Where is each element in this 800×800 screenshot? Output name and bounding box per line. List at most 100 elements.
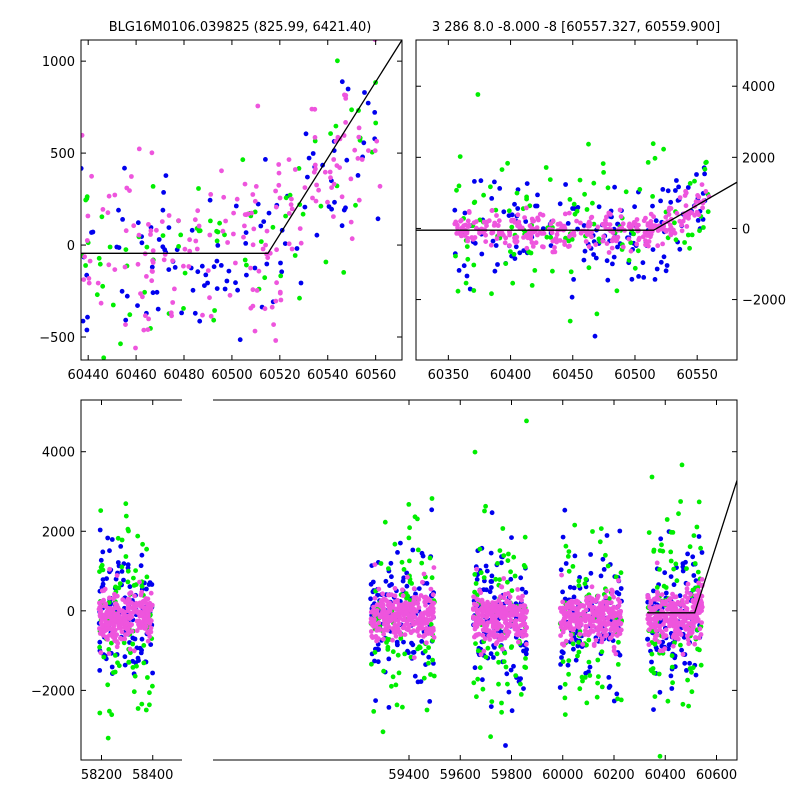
- data-point: [499, 637, 504, 642]
- data-point: [224, 278, 230, 284]
- data-point: [399, 559, 405, 565]
- data-point: [577, 177, 583, 183]
- data-point: [464, 273, 470, 279]
- data-point: [138, 291, 143, 296]
- data-point: [386, 566, 391, 571]
- data-point: [610, 261, 615, 267]
- data-point: [115, 605, 121, 611]
- data-point: [533, 203, 538, 209]
- data-point: [661, 146, 666, 152]
- data-point: [215, 243, 221, 248]
- data-point: [250, 242, 256, 248]
- data-point: [419, 560, 425, 566]
- data-point: [502, 629, 508, 634]
- data-point: [492, 268, 498, 274]
- data-point: [692, 641, 698, 647]
- data-point: [372, 609, 378, 614]
- data-point: [314, 182, 319, 188]
- data-point: [252, 265, 258, 271]
- data-point: [466, 210, 472, 215]
- data-point: [98, 557, 104, 563]
- data-point: [197, 318, 203, 324]
- data-point: [637, 235, 642, 241]
- data-point: [493, 641, 499, 647]
- data-point: [411, 655, 417, 660]
- data-point: [604, 214, 609, 220]
- data-point: [512, 573, 518, 579]
- data-point: [410, 547, 416, 553]
- data-point: [680, 568, 686, 574]
- data-point: [150, 670, 156, 676]
- data-point: [582, 614, 587, 619]
- x-tick-label: 60000: [542, 768, 583, 783]
- data-point: [264, 261, 270, 267]
- data-point: [616, 603, 622, 609]
- data-point: [677, 195, 683, 201]
- data-point: [645, 616, 651, 622]
- data-point: [118, 341, 123, 347]
- data-point: [590, 200, 595, 206]
- data-point: [480, 620, 486, 626]
- data-point: [240, 157, 246, 163]
- data-point: [149, 268, 155, 274]
- data-point: [485, 599, 490, 605]
- data-point: [112, 669, 118, 675]
- data-point: [699, 182, 705, 188]
- data-point: [100, 283, 106, 289]
- data-point: [561, 605, 566, 611]
- data-point: [582, 191, 587, 197]
- data-point: [410, 650, 416, 655]
- data-point: [377, 627, 383, 633]
- data-point: [550, 268, 555, 274]
- data-point: [480, 686, 486, 692]
- data-point: [595, 625, 601, 630]
- data-point: [648, 219, 654, 224]
- data-point: [99, 214, 105, 220]
- data-point: [378, 602, 383, 608]
- data-point: [333, 123, 339, 129]
- data-point: [611, 254, 617, 260]
- data-point: [123, 554, 129, 559]
- data-point: [469, 235, 475, 240]
- data-point: [589, 608, 595, 614]
- data-point: [420, 625, 425, 631]
- data-point: [481, 575, 487, 580]
- data-point: [474, 633, 479, 638]
- data-point: [692, 178, 697, 184]
- data-point: [234, 196, 240, 202]
- data-point: [643, 242, 648, 248]
- data-point: [110, 630, 116, 635]
- data-point: [678, 499, 683, 504]
- data-point: [200, 312, 205, 318]
- data-point: [297, 226, 303, 232]
- data-point: [672, 602, 678, 607]
- data-point: [124, 619, 130, 625]
- data-point: [127, 650, 133, 656]
- data-point: [416, 633, 422, 639]
- data-point: [603, 552, 608, 558]
- data-point: [410, 642, 416, 648]
- data-point: [494, 651, 500, 657]
- data-point: [560, 589, 565, 595]
- data-point: [205, 268, 211, 273]
- data-point: [129, 628, 135, 634]
- data-point: [578, 617, 584, 622]
- data-point: [473, 581, 479, 586]
- data-point: [473, 641, 478, 646]
- data-point: [603, 627, 609, 633]
- data-point: [131, 223, 137, 229]
- data-point: [620, 221, 626, 227]
- data-point: [523, 656, 528, 661]
- data-point: [101, 597, 106, 603]
- data-point: [312, 138, 318, 144]
- data-point: [145, 603, 151, 609]
- data-point: [494, 619, 500, 625]
- data-point: [518, 692, 524, 697]
- data-point: [677, 593, 683, 599]
- data-point: [618, 214, 624, 220]
- data-point: [672, 220, 677, 226]
- y-tick-label: 0: [742, 222, 750, 237]
- data-point: [372, 658, 377, 664]
- data-point: [531, 218, 537, 224]
- data-point: [250, 287, 256, 293]
